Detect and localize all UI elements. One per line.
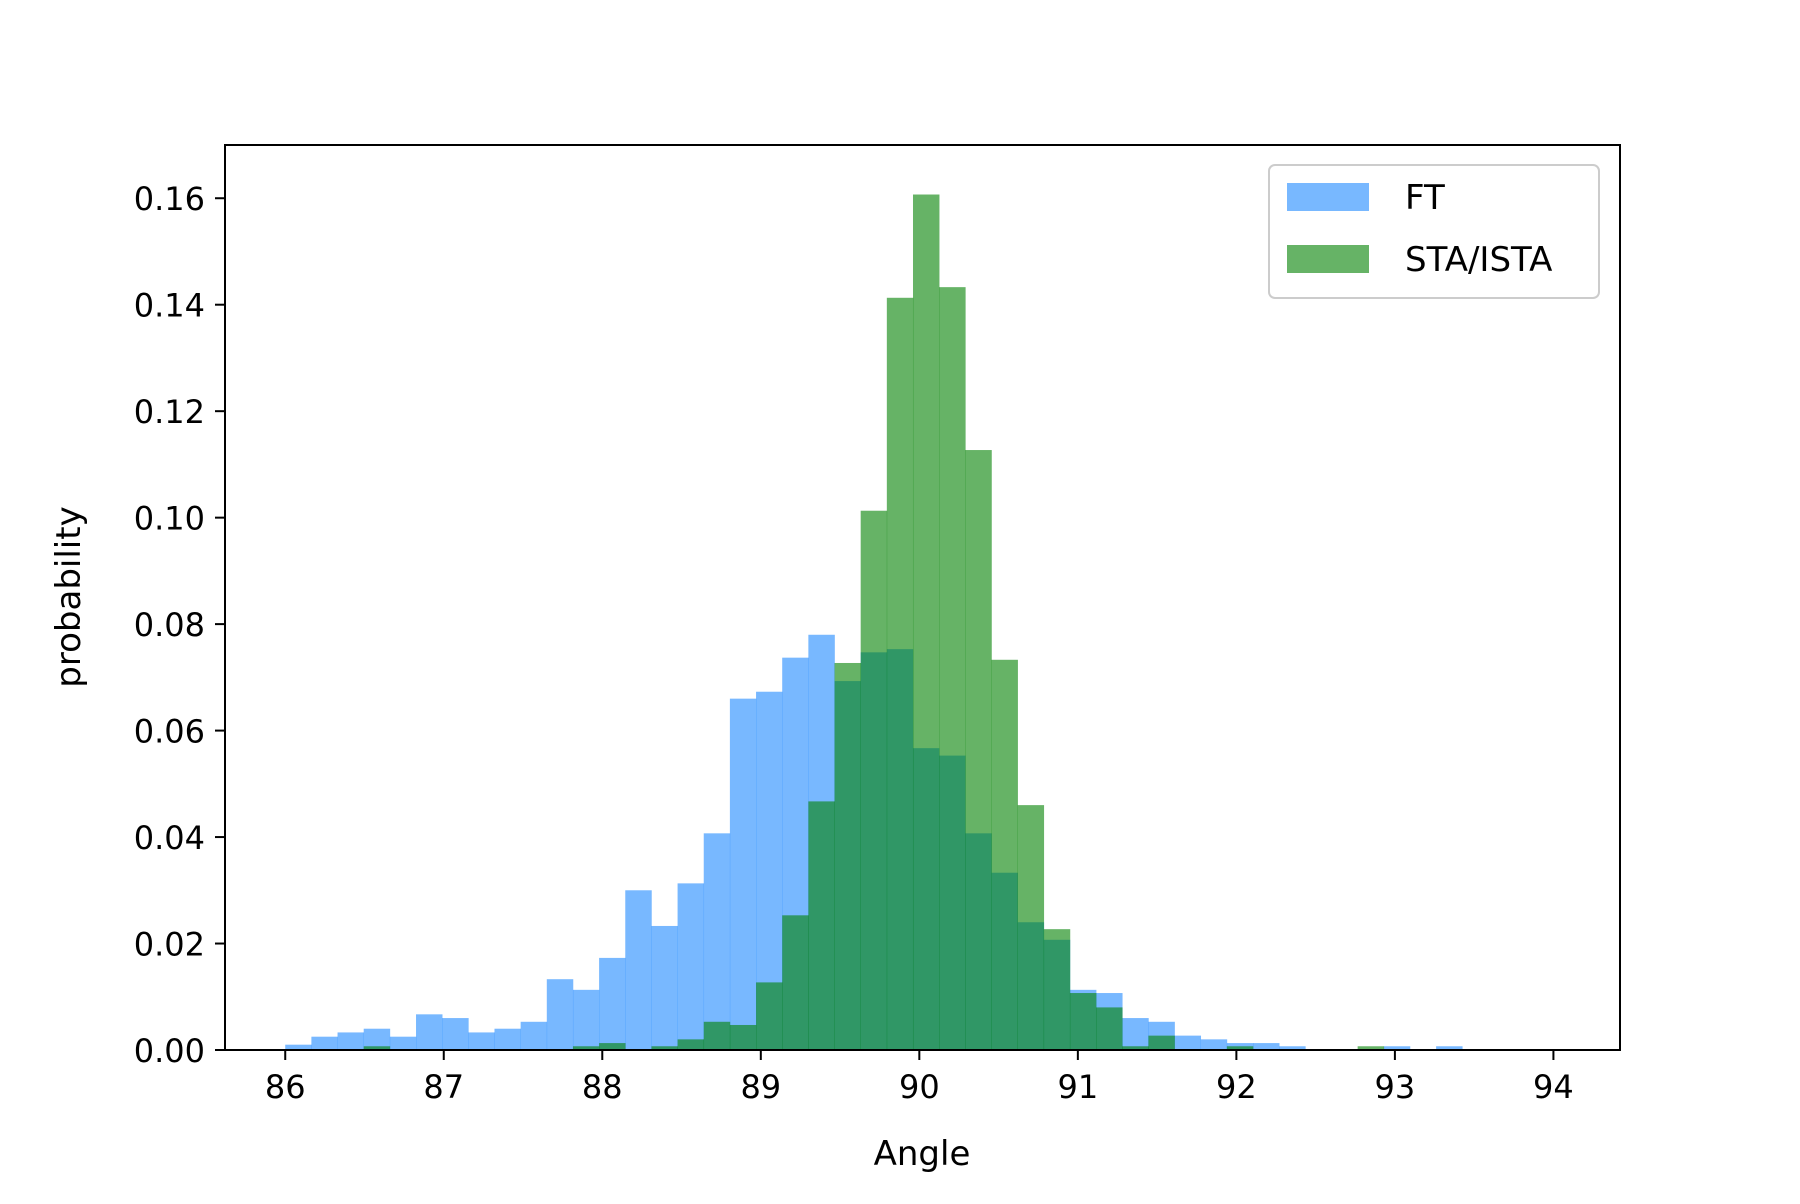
histogram-bar (337, 1032, 365, 1050)
histogram-bar (651, 1046, 678, 1050)
histogram-bar (834, 662, 861, 1050)
histogram-bar (1279, 1046, 1306, 1050)
histogram-bar (912, 194, 940, 1050)
histogram-bar (1436, 1046, 1463, 1050)
y-tick-label: 0.12 (134, 393, 205, 431)
histogram-bar (546, 979, 574, 1050)
legend-swatch-ft (1287, 183, 1369, 211)
histogram-bar (1174, 1035, 1202, 1050)
y-tick-label: 0.08 (134, 606, 205, 644)
y-axis-label: probability (49, 506, 89, 687)
histogram-bar (520, 1021, 548, 1050)
histogram-bar (363, 1046, 391, 1050)
histogram-bar (1148, 1035, 1175, 1050)
x-tick-label: 89 (740, 1068, 781, 1106)
histogram-bar (1226, 1046, 1254, 1050)
y-tick-label: 0.06 (134, 713, 205, 751)
y-tick-label: 0.02 (134, 926, 205, 964)
histogram-bar (285, 1044, 312, 1050)
y-tick-label: 0.10 (134, 500, 205, 538)
histogram-bar (1253, 1043, 1280, 1050)
histogram-bar (1357, 1046, 1385, 1050)
plot-area-frame (224, 144, 1621, 1051)
x-axis-label: Angle (874, 1134, 971, 1174)
histogram-bar (782, 915, 809, 1050)
x-tick-label: 94 (1533, 1068, 1574, 1106)
histogram-bar (1069, 993, 1097, 1050)
legend: FT STA/ISTA (1268, 164, 1600, 299)
y-tick-label: 0.04 (134, 819, 205, 857)
legend-label-ft: FT (1405, 178, 1445, 218)
histogram-bar (389, 1036, 417, 1050)
x-tick-label: 86 (265, 1068, 306, 1106)
y-axis: 0.00 0.02 0.04 0.06 0.08 0.10 0.12 0.14 0.16 (134, 180, 225, 1070)
histogram-bar (494, 1028, 521, 1050)
histogram-bar (1200, 1039, 1228, 1050)
histogram-bar (363, 1028, 391, 1050)
histogram-bar (442, 1018, 469, 1050)
histogram-bar (677, 1039, 705, 1050)
series-sta-ista (363, 194, 1385, 1051)
histogram-bar (729, 1024, 757, 1050)
histogram-bar (677, 883, 705, 1050)
legend-swatch-sta-ista (1287, 245, 1369, 273)
x-tick-label: 93 (1375, 1068, 1416, 1106)
histogram-bar (572, 989, 600, 1050)
histogram-bar (625, 890, 652, 1050)
x-axis: 86 87 88 89 90 91 92 93 94 (265, 1050, 1574, 1106)
legend-label-sta-ista: STA/ISTA (1405, 240, 1552, 280)
histogram-bar (1383, 1046, 1411, 1050)
histogram-bar (886, 297, 914, 1050)
histogram-bar (572, 1046, 600, 1050)
x-tick-label: 90 (899, 1068, 940, 1106)
y-tick-label: 0.00 (134, 1032, 205, 1070)
histogram-bar (991, 659, 1018, 1050)
y-tick-label: 0.14 (134, 287, 205, 325)
x-tick-label: 87 (423, 1068, 464, 1106)
histogram-bar (651, 925, 678, 1050)
histogram-bar (1017, 805, 1045, 1050)
histogram-bar (1122, 1046, 1149, 1050)
histogram-bar (703, 1021, 731, 1050)
y-tick-label: 0.16 (134, 180, 205, 218)
histogram-bar (311, 1036, 338, 1050)
histogram-bar (939, 287, 966, 1050)
histogram-bar (729, 698, 757, 1050)
x-tick-label: 91 (1057, 1068, 1098, 1106)
histogram-bar (703, 833, 731, 1050)
x-tick-label: 92 (1216, 1068, 1257, 1106)
histogram-bar (599, 1043, 626, 1050)
x-tick-label: 88 (582, 1068, 623, 1106)
histogram-bar (808, 801, 835, 1050)
histogram-bar (416, 1014, 443, 1050)
histogram-bar (1096, 1007, 1123, 1050)
histogram-bar (860, 510, 888, 1051)
bars-layer (285, 194, 1463, 1051)
histogram-bar (468, 1032, 495, 1050)
histogram-bar (599, 957, 626, 1050)
histogram-bar (1122, 1018, 1149, 1050)
histogram-bar (965, 450, 992, 1050)
histogram-bar (1043, 929, 1071, 1050)
histogram-bar (756, 982, 783, 1050)
